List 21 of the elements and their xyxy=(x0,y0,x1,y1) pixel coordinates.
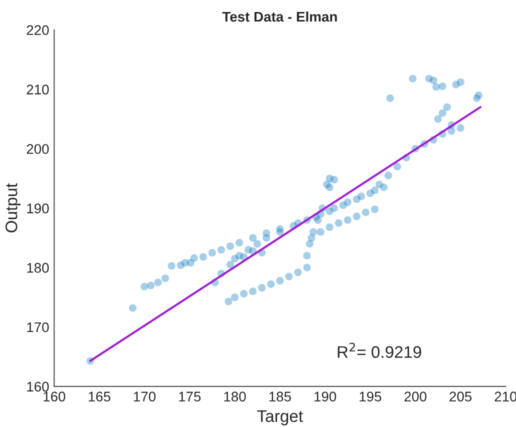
y-axis-title: Output xyxy=(5,183,21,232)
x-tick-label: 180 xyxy=(224,392,246,402)
x-tick-label: 200 xyxy=(404,392,426,402)
x-tick-label: 205 xyxy=(450,392,472,402)
y-tick-label: 200 xyxy=(26,144,49,154)
x-tick-label: 170 xyxy=(134,392,156,402)
x-tick-label: 160 xyxy=(44,392,66,402)
x-tick-label: 195 xyxy=(360,392,382,402)
y-tick-label: 190 xyxy=(27,203,49,214)
x-axis-title: Target xyxy=(257,410,303,426)
x-tick-label: 185 xyxy=(269,392,291,402)
x-tick-label: 165 xyxy=(88,392,110,402)
y-tick-label: 180 xyxy=(27,262,49,273)
x-tick-label: 190 xyxy=(314,392,336,402)
y-tick-label: 220 xyxy=(26,25,49,36)
chart-title: Test Data - Elman xyxy=(222,11,337,22)
y-tick-label: 210 xyxy=(26,84,49,94)
y-tick-label: 170 xyxy=(27,322,49,332)
annotation: R$^{2}$= 0.9219 xyxy=(338,342,422,358)
x-tick-label: 175 xyxy=(179,392,201,402)
y-tick-label: 160 xyxy=(27,382,49,392)
